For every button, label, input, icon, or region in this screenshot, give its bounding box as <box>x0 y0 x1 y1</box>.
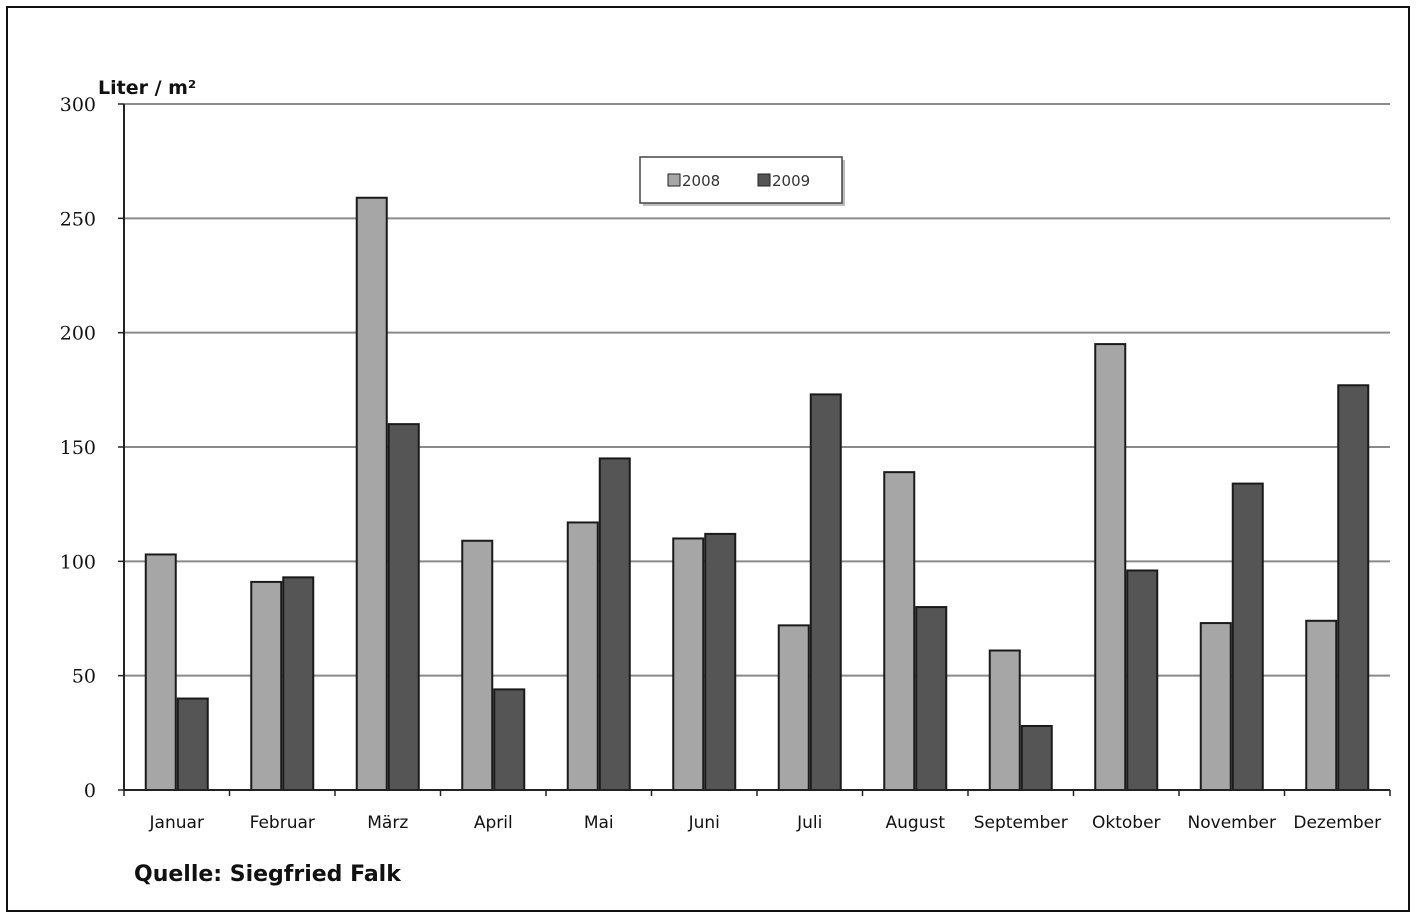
bar-2009-mai <box>598 457 631 791</box>
x-tick-label: August <box>886 813 946 833</box>
bar-2009-märz <box>387 423 420 791</box>
y-tick-labels: 0 50 100 150 200 250 300 <box>60 94 96 802</box>
bar-2009-august <box>915 606 948 791</box>
x-tick-label: September <box>974 813 1068 833</box>
bars <box>144 196 1370 792</box>
y-tick-label: 250 <box>60 208 96 230</box>
y-tick-label: 150 <box>60 437 96 459</box>
x-tick-label: November <box>1188 813 1276 833</box>
bar-2008-juni <box>672 537 705 792</box>
bar-2008-januar <box>144 553 177 791</box>
x-tick-label: Januar <box>149 813 204 833</box>
y-tick-label: 300 <box>60 94 96 116</box>
legend-label-2009: 2009 <box>772 172 810 190</box>
bar-2008-februar <box>250 580 283 791</box>
bar-2008-august <box>883 471 916 791</box>
bar-2008-dezember <box>1305 619 1338 792</box>
legend-label-2008: 2008 <box>682 172 720 190</box>
bar-2008-november <box>1199 622 1232 791</box>
x-tick-label: Juli <box>796 813 822 833</box>
legend-swatch-2008 <box>667 173 681 187</box>
bar-2009-november <box>1231 482 1264 791</box>
x-tick-label: Dezember <box>1293 813 1381 833</box>
x-tick-label: April <box>474 813 513 833</box>
y-tick-label: 200 <box>60 323 96 345</box>
legend-swatch-2009 <box>757 173 771 187</box>
bar-2009-september <box>1020 724 1053 791</box>
bar-2009-juni <box>704 532 737 791</box>
legend: 2008 2009 <box>639 156 845 206</box>
bar-2008-märz <box>355 196 388 791</box>
x-tick-labels: Januar Februar März April Mai Juni Juli August S… <box>149 813 1382 833</box>
y-axis-label: Liter / m² <box>98 77 196 99</box>
y-tick-label: 50 <box>72 666 96 688</box>
bar-2008-september <box>988 649 1021 791</box>
bar-2008-mai <box>566 521 599 792</box>
source-note: Quelle: Siegfried Falk <box>134 862 401 887</box>
legend-box <box>639 156 843 204</box>
grid-lines <box>124 103 1390 677</box>
axes <box>118 103 1391 796</box>
bar-2008-oktober <box>1094 343 1127 791</box>
bar-2009-februar <box>282 576 315 792</box>
x-tick-label: Oktober <box>1092 813 1161 833</box>
bar-2009-oktober <box>1126 569 1159 791</box>
bar-2009-juli <box>809 393 842 791</box>
y-tick-label: 0 <box>84 780 96 802</box>
x-tick-label: Februar <box>250 813 315 833</box>
x-tick-label: März <box>367 813 408 833</box>
bar-2009-januar <box>176 697 209 791</box>
y-tick-label: 100 <box>60 551 96 573</box>
x-tick-label: Juni <box>688 813 720 833</box>
bar-2008-juli <box>777 624 810 791</box>
bar-2009-april <box>493 688 526 791</box>
bar-2009-dezember <box>1337 384 1370 791</box>
x-tick-label: Mai <box>584 813 614 833</box>
bar-2008-april <box>461 539 494 792</box>
